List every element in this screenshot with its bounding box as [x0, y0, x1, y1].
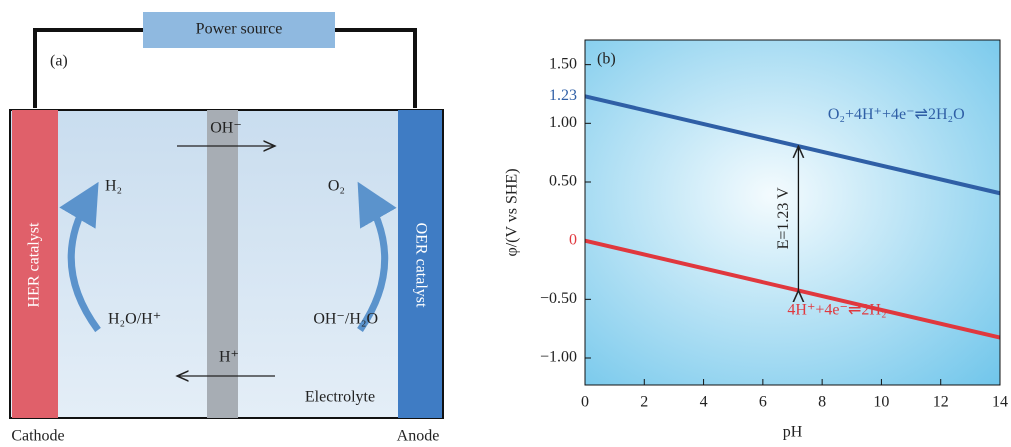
- y-tick-label: 1.00: [549, 114, 577, 131]
- x-tick-label: 10: [873, 394, 889, 411]
- x-tick-label: 12: [933, 394, 949, 411]
- figure: Power source (a) HER catalyst OER cataly…: [0, 0, 1011, 447]
- anode-product: O₂: [328, 178, 345, 195]
- x-axis-label: pH: [783, 424, 803, 441]
- membrane: [207, 110, 238, 418]
- cathode-catalyst: HER catalyst: [26, 222, 43, 307]
- x-tick-label: 8: [818, 394, 826, 411]
- marked-tick-label: 1.23: [549, 87, 577, 104]
- cathode-label: Cathode: [11, 428, 64, 445]
- cathode-product: H₂: [105, 178, 122, 195]
- electrolyte-label: Electrolyte: [305, 389, 375, 406]
- cathode-reactant: H₂O/H⁺: [108, 311, 161, 328]
- x-tick-label: 6: [759, 394, 767, 411]
- bottom-ion: H⁺: [219, 349, 239, 366]
- x-tick-label: 2: [640, 394, 648, 411]
- chart: (b) 0 2 4 6 8 10 12 14 1.50 1.00 0.50 −0.50 −1.00 1.23…: [504, 40, 1008, 441]
- anode-label: Anode: [397, 428, 440, 445]
- panel-label: (a): [50, 53, 68, 70]
- legend-label: 4H⁺+4e⁻⇌2H₂: [787, 302, 886, 319]
- y-tick-label: 1.50: [549, 55, 577, 72]
- anode-catalyst: OER catalyst: [412, 223, 429, 308]
- legend-label: O₂+4H⁺+4e⁻⇌2H₂O: [828, 106, 965, 123]
- x-tick-label: 14: [992, 394, 1008, 411]
- x-tick-label: 4: [700, 394, 708, 411]
- x-tick-label: 0: [581, 394, 589, 411]
- plot-background: [585, 40, 1000, 385]
- panel-label: (b): [597, 51, 616, 68]
- marked-tick-label: 0: [569, 231, 577, 248]
- y-tick-label: −0.50: [540, 290, 577, 307]
- anode-reactant: OH⁻/H₂O: [313, 311, 378, 328]
- annotation-label: E=1.23 V: [775, 187, 792, 250]
- top-ion: OH⁻: [210, 120, 242, 137]
- y-axis-label: φ/(V vs SHE): [504, 168, 521, 256]
- y-tick-label: −1.00: [540, 349, 577, 366]
- power-label: Power source: [196, 21, 283, 38]
- y-tick-label: 0.50: [549, 173, 577, 190]
- diagram: Power source (a) HER catalyst OER cataly…: [10, 12, 443, 445]
